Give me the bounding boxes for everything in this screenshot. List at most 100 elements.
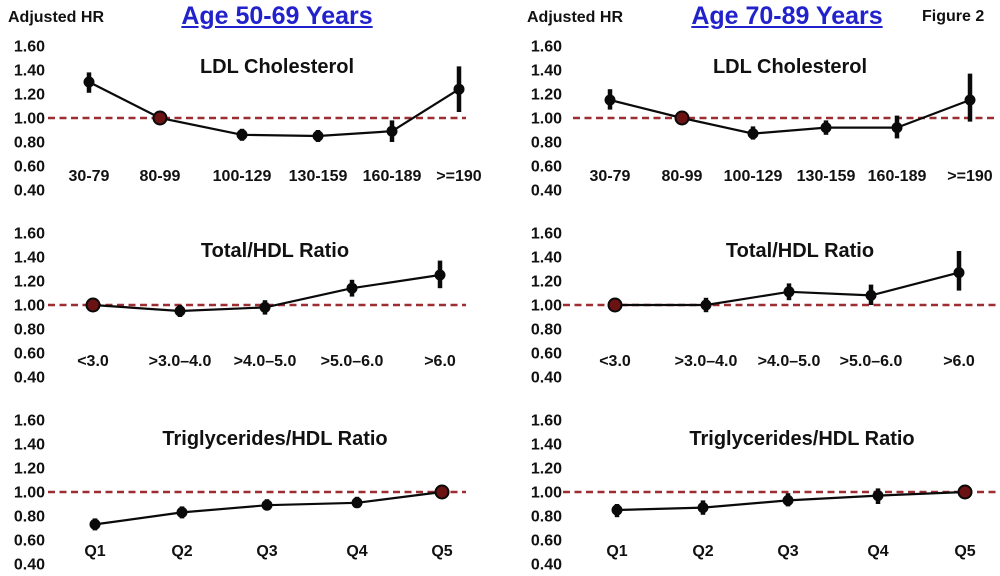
data-point	[747, 128, 759, 140]
x-category-label: Q4	[346, 543, 367, 560]
x-category-label: >5.0–6.0	[321, 353, 384, 370]
data-point	[865, 289, 877, 301]
x-category-label: 30-79	[69, 168, 110, 185]
chart-tg-hdl-age-70-89: 1.60 1.40 1.20 1.00 0.80 0.60 0.40 Q1 Q2 Q3 Q4 Q5	[531, 413, 997, 574]
y-tick-label: 1.40	[531, 437, 562, 454]
y-tick-label: 1.40	[14, 437, 45, 454]
y-tick-label: 1.00	[14, 298, 45, 315]
data-point	[611, 504, 623, 516]
y-tick-label: 1.00	[531, 485, 562, 502]
panel-title-tg-hdl: Triglycerides/HDL Ratio	[162, 428, 388, 450]
y-tick-label: 1.20	[14, 87, 45, 104]
panel-tg-hdl-age-50-69: 1.60 1.40 1.20 1.00 0.80 0.60 0.40 Q1 Q2 Q3 Q4 Q5 T…	[0, 390, 500, 576]
y-tick-label: 0.80	[14, 322, 45, 339]
trend-line	[88, 81, 460, 138]
x-category-label: >4.0–5.0	[758, 353, 821, 370]
data-point	[351, 497, 363, 509]
x-category-label: <3.0	[599, 353, 631, 370]
y-tick-label: 0.80	[531, 135, 562, 152]
panel-tg-hdl-age-70-89: 1.60 1.40 1.20 1.00 0.80 0.60 0.40 Q1 Q2 Q3 Q4 Q5 T…	[500, 390, 1000, 576]
chart-ldl-age-70-89: 1.60 1.40 1.20 1.00 0.80 0.60 0.40 30-79 80-99 10…	[531, 39, 997, 200]
x-category-label: 160-189	[868, 168, 927, 185]
y-tick-label: 0.60	[531, 346, 562, 363]
panel-title-tg-hdl: Triglycerides/HDL Ratio	[689, 428, 915, 450]
data-point	[174, 305, 186, 317]
x-category-label: >5.0–6.0	[840, 353, 903, 370]
x-category-label: Q3	[777, 543, 798, 560]
data-point	[783, 286, 795, 298]
x-category-label: Q5	[431, 543, 452, 560]
x-category-label: >3.0–4.0	[675, 353, 738, 370]
y-tick-label: 0.40	[531, 370, 562, 387]
y-tick-label: 1.60	[531, 226, 562, 243]
y-tick-label: 1.40	[14, 250, 45, 267]
y-tick-label: 1.60	[14, 413, 45, 430]
x-category-label: >4.0–5.0	[234, 353, 297, 370]
data-point	[891, 122, 903, 134]
column-title-age-50-69: Age 50-69 Years	[181, 2, 373, 30]
reference-point	[152, 110, 168, 126]
data-point	[782, 494, 794, 506]
y-tick-label: 1.20	[531, 87, 562, 104]
y-tick-label: 1.60	[14, 226, 45, 243]
y-tick-label: 1.00	[531, 298, 562, 315]
y-tick-label: 1.00	[531, 111, 562, 128]
x-category-label: 80-99	[140, 168, 181, 185]
y-tick-label: 1.20	[14, 461, 45, 478]
y-tick-label: 0.40	[14, 183, 45, 200]
data-point	[604, 94, 616, 106]
chart-total-hdl-age-70-89: 1.60 1.40 1.20 1.00 0.80 0.60 0.40 <3.0 >3.0–4.0…	[531, 226, 997, 387]
x-category-label: >=190	[947, 168, 992, 185]
data-point	[261, 499, 273, 511]
panel-total-hdl-age-70-89: 1.60 1.40 1.20 1.00 0.80 0.60 0.40 <3.0 >3.0–4.0…	[500, 195, 1000, 390]
data-point	[964, 94, 976, 106]
figure-label: Figure 2	[922, 8, 985, 25]
reference-point	[85, 297, 101, 313]
y-tick-label: 1.00	[14, 485, 45, 502]
data-point	[83, 76, 95, 88]
x-category-label: 130-159	[797, 168, 856, 185]
x-category-label: >6.0	[424, 353, 456, 370]
data-point	[434, 269, 446, 281]
x-category-label: 80-99	[662, 168, 703, 185]
x-category-label: 100-129	[213, 168, 272, 185]
data-point	[386, 125, 398, 137]
panel-total-hdl-age-50-69: 1.60 1.40 1.20 1.00 0.80 0.60 0.40 <3.0 >3.0–4.0…	[0, 195, 500, 390]
data-point	[872, 490, 884, 502]
x-category-label: Q3	[256, 543, 277, 560]
data-point	[176, 506, 188, 518]
y-tick-label: 1.00	[14, 111, 45, 128]
x-category-label: Q1	[84, 543, 105, 560]
data-point	[346, 282, 358, 294]
panel-title-total-hdl: Total/HDL Ratio	[200, 240, 350, 262]
chart-ldl-age-50-69: 1.60 1.40 1.20 1.00 0.80 0.60 0.40 30-79 80-99 10…	[14, 39, 482, 200]
x-category-label: Q2	[692, 543, 713, 560]
x-category-label: >3.0–4.0	[149, 353, 212, 370]
y-tick-label: 1.20	[531, 274, 562, 291]
y-tick-label: 1.60	[531, 413, 562, 430]
y-tick-label: 1.20	[531, 461, 562, 478]
y-tick-label: 0.60	[14, 533, 45, 550]
x-category-label: 130-159	[289, 168, 348, 185]
reference-point	[957, 484, 973, 500]
y-tick-label: 0.40	[14, 370, 45, 387]
data-point	[236, 129, 248, 141]
x-category-label: 160-189	[363, 168, 422, 185]
panel-title-ldl: LDL Cholesterol	[712, 56, 868, 78]
y-tick-label: 0.80	[14, 509, 45, 526]
x-category-label: 100-129	[724, 168, 783, 185]
y-tick-label: 0.80	[531, 509, 562, 526]
x-category-label: <3.0	[77, 353, 109, 370]
x-category-label: Q5	[954, 543, 975, 560]
reference-point	[434, 484, 450, 500]
y-tick-label: 0.40	[531, 557, 562, 574]
x-category-label: Q4	[867, 543, 888, 560]
y-tick-label: 1.60	[14, 39, 45, 56]
y-tick-label: 1.60	[531, 39, 562, 56]
y-axis-title-left: Adjusted HR	[8, 9, 104, 26]
data-point	[700, 299, 712, 311]
x-category-label: >=190	[436, 168, 481, 185]
chart-tg-hdl-age-50-69: 1.60 1.40 1.20 1.00 0.80 0.60 0.40 Q1 Q2 Q3 Q4 Q5	[14, 413, 466, 574]
data-point	[259, 301, 271, 313]
